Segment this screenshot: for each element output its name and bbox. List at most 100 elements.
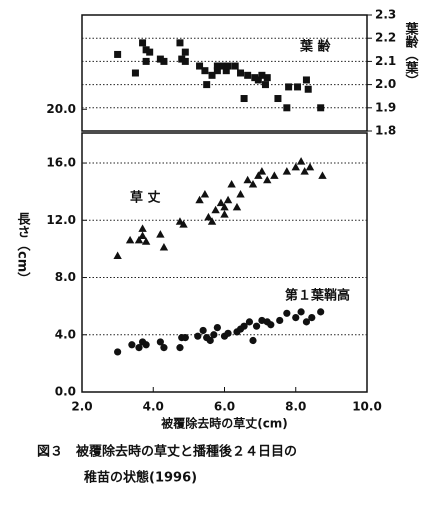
circle-point (135, 344, 143, 352)
triangle-point (282, 167, 292, 175)
caption-line: 稚苗の状態(1996) (84, 470, 197, 486)
triangle-point (141, 237, 151, 245)
circle-point (317, 308, 325, 316)
square-point (178, 55, 186, 63)
triangle-point (207, 217, 217, 225)
triangle-point (220, 202, 229, 211)
triangle-point (159, 242, 169, 251)
circle-point (267, 321, 275, 329)
triangle-point (263, 175, 272, 184)
square-point (304, 85, 312, 93)
circle-point (240, 322, 248, 330)
circle-point (181, 334, 189, 342)
circle-point (283, 309, 291, 317)
square-point (261, 81, 269, 89)
triangle-point (291, 162, 300, 171)
triangle-point (138, 224, 147, 232)
x-tick-label: 6.0 (214, 400, 235, 414)
circle-point (252, 322, 261, 330)
square-point (213, 67, 221, 75)
circle-point (224, 329, 232, 337)
y-tick-label: 12.0 (46, 213, 76, 227)
circle-point (142, 341, 150, 349)
square-point (201, 67, 209, 75)
square-point (160, 57, 168, 65)
circle-point (206, 336, 214, 345)
square-point (224, 62, 232, 70)
square-point (142, 46, 150, 54)
square-point (139, 39, 147, 47)
square-point (131, 69, 139, 77)
square-point (263, 74, 271, 82)
y2-axis-title: 葉齢（葉） (403, 21, 420, 87)
circle-point (160, 344, 168, 352)
triangle-point (156, 230, 165, 238)
circle-point (245, 318, 254, 326)
circle-point (156, 338, 164, 346)
y2-tick-label: 1.9 (375, 100, 396, 114)
y-tick-label: 16.0 (46, 156, 76, 170)
series-label: 葉 齢 (299, 39, 332, 55)
y2-tick-label: 2.0 (375, 77, 396, 91)
square-point (251, 74, 259, 82)
y2-tick-label: 1.8 (375, 124, 396, 138)
triangle-point (270, 171, 279, 179)
triangle-point (254, 171, 263, 179)
square-point (237, 69, 245, 77)
circle-point (194, 332, 202, 340)
triangle-point (296, 157, 306, 165)
circle-point (128, 341, 136, 349)
triangle-point (232, 202, 242, 211)
square-point (254, 76, 262, 84)
square-point (302, 76, 310, 84)
triangle-point (257, 167, 267, 175)
x-tick-label: 4.0 (143, 400, 164, 414)
caption-line: 図３ 被覆除去時の草丈と播種後２４日目の (37, 444, 297, 460)
triangle-point (300, 167, 309, 175)
x-tick-label: 10.0 (352, 400, 382, 414)
square-point (181, 57, 189, 65)
y2-tick-label: 2.2 (375, 31, 396, 45)
series-label: 第１葉鞘高 (285, 288, 350, 304)
x-tick-label: 2.0 (71, 400, 92, 414)
plot-frame (81, 14, 368, 132)
square-point (156, 55, 164, 63)
square-point (294, 83, 302, 91)
square-point (114, 50, 122, 58)
circle-point (302, 318, 311, 326)
y2-tick-label: 2.3 (375, 8, 396, 22)
triangle-point (113, 251, 122, 260)
square-point (181, 48, 189, 56)
triangle-point (318, 171, 327, 179)
triangle-point (179, 220, 188, 228)
y-axis-title: 長さ（cm） (15, 212, 32, 285)
triangle-point (134, 235, 144, 244)
circle-point (213, 324, 221, 332)
square-point (142, 57, 150, 65)
triangle-point (220, 210, 229, 218)
x-tick-label: 8.0 (285, 400, 306, 414)
circle-point (176, 344, 184, 352)
circle-point (297, 308, 305, 316)
square-point (222, 67, 230, 75)
circle-point (114, 348, 122, 356)
square-point (283, 104, 291, 112)
circle-point (249, 336, 257, 345)
circle-point (308, 313, 316, 322)
square-point (317, 104, 325, 112)
triangle-point (216, 198, 226, 207)
y-tick-label: 4.0 (55, 327, 76, 341)
triangle-point (243, 175, 252, 184)
square-point (213, 62, 221, 70)
y2-tick-label: 2.1 (375, 54, 396, 68)
y-tick-label: 8.0 (55, 270, 76, 284)
triangle-point (195, 195, 204, 204)
triangle-point (236, 190, 245, 198)
square-point (285, 83, 293, 91)
square-point (274, 95, 282, 103)
plot-frame (81, 132, 368, 393)
triangle-point (138, 231, 147, 240)
square-point (240, 95, 248, 103)
square-point (208, 71, 216, 79)
